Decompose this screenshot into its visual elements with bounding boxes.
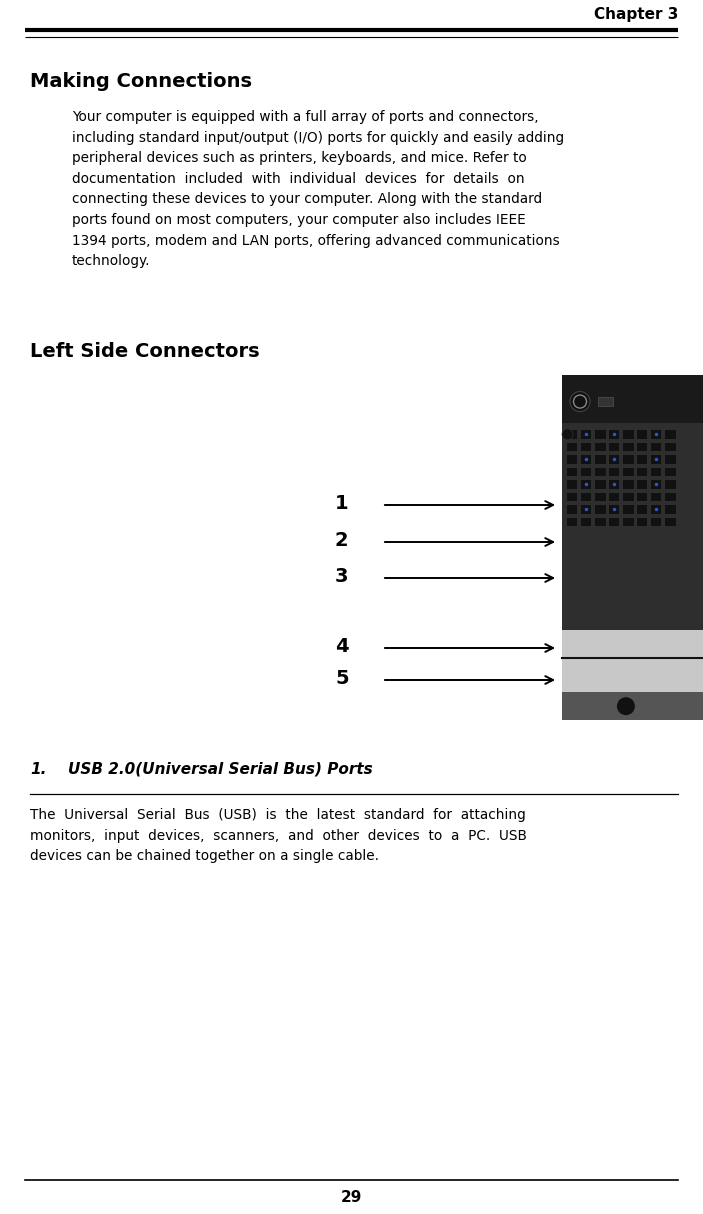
Bar [608, 480, 619, 489]
Bar [650, 504, 662, 514]
Bar [608, 467, 619, 476]
Text: 4: 4 [335, 636, 349, 656]
Bar [664, 480, 676, 489]
Text: 29: 29 [341, 1191, 362, 1206]
Circle shape [570, 392, 590, 412]
Text: 1.: 1. [30, 762, 46, 777]
Bar [594, 480, 605, 489]
Bar [622, 480, 633, 489]
Bar [566, 442, 577, 452]
Bar [566, 430, 577, 438]
Text: Making Connections: Making Connections [30, 72, 252, 91]
Bar [580, 467, 591, 476]
Bar [594, 430, 605, 438]
Bar [594, 517, 605, 527]
Bar [664, 442, 676, 452]
Text: USB 2.0(Universal Serial Bus) Ports: USB 2.0(Universal Serial Bus) Ports [68, 762, 373, 777]
Bar [636, 492, 647, 501]
Bar [664, 492, 676, 501]
Bar [608, 430, 619, 438]
Bar [622, 504, 633, 514]
Bar [608, 442, 619, 452]
Bar [566, 492, 577, 501]
Bar [664, 454, 676, 464]
Circle shape [562, 429, 573, 439]
Bar [580, 430, 591, 438]
Bar [636, 504, 647, 514]
Bar [594, 467, 605, 476]
Bar [608, 454, 619, 464]
Bar [562, 692, 703, 720]
Bar [594, 504, 605, 514]
Text: 5: 5 [335, 669, 349, 687]
Bar [562, 630, 703, 692]
Bar [636, 467, 647, 476]
Bar [650, 480, 662, 489]
Bar [566, 454, 577, 464]
Bar [608, 492, 619, 501]
Bar [664, 430, 676, 438]
Bar [566, 504, 577, 514]
Bar [598, 397, 613, 405]
Bar [580, 480, 591, 489]
Bar [580, 454, 591, 464]
Text: The  Universal  Serial  Bus  (USB)  is  the  latest  standard  for  attaching
mo: The Universal Serial Bus (USB) is the la… [30, 809, 527, 863]
Bar [622, 467, 633, 476]
Bar [594, 454, 605, 464]
Bar [636, 517, 647, 527]
Bar [650, 430, 662, 438]
Text: Chapter 3: Chapter 3 [593, 7, 678, 22]
Bar [594, 442, 605, 452]
Bar [636, 430, 647, 438]
Circle shape [617, 697, 635, 715]
Bar [608, 504, 619, 514]
Text: 3: 3 [335, 567, 349, 585]
Bar [636, 454, 647, 464]
Bar [580, 492, 591, 501]
Bar [566, 517, 577, 527]
Bar [650, 517, 662, 527]
Bar [650, 442, 662, 452]
Text: 2: 2 [335, 531, 349, 550]
Bar [580, 517, 591, 527]
Bar [594, 492, 605, 501]
Bar [580, 442, 591, 452]
Bar [636, 442, 647, 452]
Text: Your computer is equipped with a full array of ports and connectors,
including s: Your computer is equipped with a full ar… [72, 110, 564, 268]
Bar [622, 442, 633, 452]
Text: Left Side Connectors: Left Side Connectors [30, 342, 259, 361]
Bar [664, 504, 676, 514]
Bar [664, 467, 676, 476]
Bar [562, 375, 703, 424]
Bar [650, 492, 662, 501]
Bar [664, 517, 676, 527]
Bar [622, 454, 633, 464]
Bar [566, 480, 577, 489]
Bar [562, 424, 703, 658]
Bar [622, 517, 633, 527]
Bar [650, 454, 662, 464]
Bar [622, 430, 633, 438]
Bar [608, 517, 619, 527]
Bar [636, 480, 647, 489]
Bar [622, 492, 633, 501]
Text: 1: 1 [335, 494, 349, 512]
Bar [580, 504, 591, 514]
Bar [566, 467, 577, 476]
Bar [650, 467, 662, 476]
